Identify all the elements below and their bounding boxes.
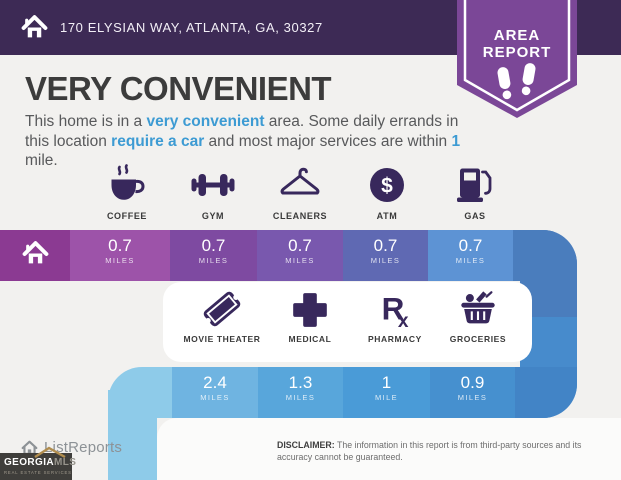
distance-cell: 0.9 MILES (430, 367, 515, 418)
svg-text:x: x (398, 311, 409, 330)
amenity-label: MEDICAL (288, 334, 332, 344)
road-tail (513, 230, 577, 281)
mls-tagline: REAL ESTATE SERVICES (4, 470, 72, 475)
distance-cell: 0.7 MILES (428, 230, 513, 281)
distance-value: 0.7 (288, 236, 312, 255)
amenity-label: MOVIE THEATER (183, 334, 261, 344)
mls-name-main: GEORGIA (4, 457, 55, 468)
distance-value: 0.7 (201, 236, 226, 255)
distance-cell: 0.7 MILES (257, 230, 343, 281)
amenity-medical: MEDICAL (265, 290, 355, 344)
amenity-atm: $ ATM (342, 163, 432, 221)
summary-highlight: very convenient (146, 113, 265, 130)
grocery-basket-icon (433, 290, 523, 330)
summary-text: This home is in a (25, 113, 147, 130)
distance-unit: MILES (105, 256, 135, 265)
amenities-card: MOVIE THEATER MEDICAL R x PHARMACY (163, 282, 532, 362)
road-lead (108, 367, 172, 418)
home-cell (0, 230, 70, 281)
distance-cell: 1.3 MILES (258, 367, 343, 418)
rx-icon: R x (350, 290, 440, 331)
amenity-label: CLEANERS (272, 211, 328, 221)
amenity-label: GROCERIES (449, 334, 507, 344)
disclaimer-text: DISCLAIMER: The information in this repo… (277, 440, 617, 463)
amenity-label: COFFEE (106, 211, 148, 221)
distance-unit: MILES (198, 256, 229, 265)
badge-line1: AREA (494, 27, 541, 44)
amenity-label: PHARMACY (368, 334, 422, 344)
amenity-label: GYM (201, 211, 225, 221)
svg-text:$: $ (381, 175, 393, 198)
summary-text: area. Some daily errands in this locatio… (25, 113, 459, 150)
disclaimer-body: The information in this report is from t… (277, 440, 582, 462)
dollar-circle-icon: $ (342, 163, 432, 207)
mls-name-accent: MLS (54, 457, 77, 468)
page-title: VERY CONVENIENT (25, 70, 332, 107)
distance-value: 1 (381, 373, 392, 392)
summary-paragraph: This home is in a very convenient area. … (25, 112, 477, 171)
distance-unit: MILES (457, 393, 488, 402)
distance-cell: 0.7 MILES (170, 230, 257, 281)
disclaimer-label: DISCLAIMER: (277, 440, 335, 450)
badge-line2: REPORT (483, 44, 552, 61)
distance-unit: MILES (200, 393, 230, 402)
listreports-wordmark: ListReports (44, 439, 123, 456)
medical-cross-icon (265, 290, 355, 330)
home-icon (22, 241, 48, 264)
amenity-groceries: GROCERIES (433, 290, 523, 344)
distance-value: 0.7 (458, 236, 483, 255)
gas-pump-icon (430, 163, 520, 207)
distance-cell: 1 MILE (343, 367, 430, 418)
distance-unit: MILE (374, 393, 399, 402)
home-icon (21, 15, 48, 38)
distance-cell: 0.7 MILES (343, 230, 428, 281)
summary-highlight: 1 (451, 132, 461, 150)
mls-wordmark: GEORGIAMLS (4, 457, 76, 468)
distance-bar-row1: 0.7 MILES 0.7 MILES 0.7 MILES 0.7 MILES … (0, 230, 577, 281)
coffee-icon (82, 163, 172, 207)
amenity-gym: GYM (168, 163, 258, 221)
footprints-icon (497, 63, 536, 100)
area-report-badge: AREA REPORT (457, 0, 577, 118)
ticket-icon (177, 290, 267, 330)
hanger-icon (255, 163, 345, 207)
disclaimer-card: DISCLAIMER: The information in this repo… (157, 418, 621, 480)
summary-highlight: require a car (111, 132, 205, 150)
distance-value: 1.3 (288, 373, 313, 392)
distance-value: 2.4 (203, 373, 227, 392)
amenity-movie-theater: MOVIE THEATER (177, 290, 267, 344)
amenity-coffee: COFFEE (82, 163, 172, 221)
distance-unit: MILES (370, 256, 401, 265)
distance-value: 0.7 (373, 236, 398, 255)
road-tail (515, 367, 577, 418)
amenity-pharmacy: R x PHARMACY (350, 290, 440, 345)
amenity-cleaners: CLEANERS (255, 163, 345, 221)
mls-roof-icon (34, 446, 66, 458)
distance-value: 0.7 (108, 236, 132, 255)
summary-text: and most major services are within (204, 132, 452, 150)
amenity-gas: GAS (430, 163, 520, 221)
property-address: 170 ELYSIAN WAY, ATLANTA, GA, 30327 (60, 20, 323, 35)
distance-bar-row2: 2.4 MILES 1.3 MILES 1 MILE 0.9 MILES (108, 367, 577, 418)
distance-unit: MILES (285, 393, 316, 402)
distance-unit: MILES (455, 256, 486, 265)
distance-cell: 0.7 MILES (70, 230, 170, 281)
distance-unit: MILES (285, 256, 315, 265)
svg-text:R: R (382, 291, 405, 327)
distance-value: 0.9 (460, 373, 485, 392)
distance-cell: 2.4 MILES (172, 367, 258, 418)
dumbbell-icon (168, 163, 258, 207)
amenity-label: GAS (464, 211, 486, 221)
georgia-mls-logo: GEORGIAMLS REAL ESTATE SERVICES (0, 446, 76, 480)
summary-text: mile. (25, 152, 58, 169)
amenity-label: ATM (376, 211, 398, 221)
